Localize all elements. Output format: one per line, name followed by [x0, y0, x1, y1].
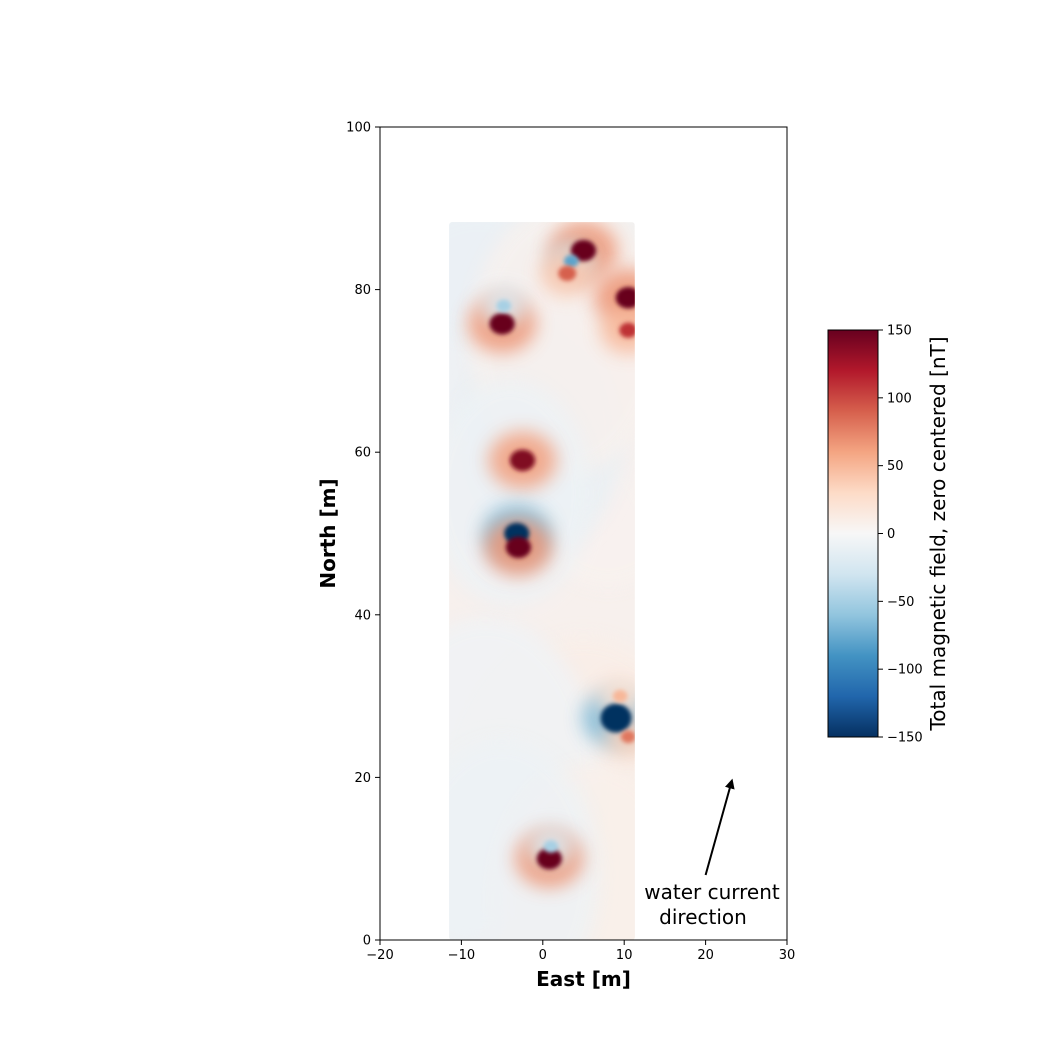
- water-current-arrow: [704, 778, 735, 876]
- anomaly-dipole-d: [509, 449, 536, 472]
- anomaly-dipole-g-low: [543, 840, 559, 853]
- y-tick-label: 100: [346, 121, 371, 136]
- annotation-text-line1: water current: [644, 880, 780, 904]
- y-tick-label: 40: [354, 608, 371, 623]
- anomaly-dipole-c-low: [496, 299, 512, 313]
- colorbar-tick-label: 100: [887, 391, 912, 406]
- water-current-annotation: water current direction: [644, 778, 780, 929]
- x-tick-label: 10: [616, 948, 633, 963]
- anomaly-dipole-f-high: [612, 689, 628, 703]
- annotation-text-line2: direction: [659, 905, 747, 929]
- anomaly-dipole-a-low: [563, 254, 579, 268]
- x-axis-ticks: −20 −10 0 10 20 30: [366, 940, 795, 963]
- colorbar-ticks: 150 100 50 0 −50 −100 −150: [878, 324, 923, 746]
- x-tick-label: 20: [697, 948, 714, 963]
- y-tick-label: 20: [354, 771, 371, 786]
- colorbar-tick-label: −100: [887, 663, 923, 678]
- anomaly-dipole-c: [489, 313, 515, 335]
- colorbar-tick-label: −50: [887, 595, 914, 610]
- y-tick-label: 60: [354, 446, 371, 461]
- x-axis-label: East [m]: [536, 967, 631, 991]
- survey-heatmap: [449, 222, 635, 941]
- anomaly-dipole-a2: [558, 265, 577, 281]
- background-variation: [449, 738, 600, 941]
- anomaly-dipole-b2: [619, 322, 635, 338]
- anomaly-dipole-g: [536, 847, 562, 870]
- anomaly-dipole-b: [615, 287, 635, 309]
- axes-frame: [379, 126, 788, 941]
- y-axis-label: North [m]: [316, 478, 340, 588]
- colorbar-gradient: [827, 329, 879, 738]
- anomaly-layer: [449, 222, 635, 941]
- x-tick-label: −10: [448, 948, 475, 963]
- x-tick-label: 30: [779, 948, 796, 963]
- x-tick-label: −20: [366, 948, 393, 963]
- colorbar-label: Total magnetic field, zero centered [nT]: [926, 336, 950, 731]
- colorbar: 150 100 50 0 −50 −100 −150 Total magnetic fiel…: [827, 324, 950, 746]
- y-tick-label: 80: [354, 283, 371, 298]
- y-tick-label: 0: [363, 934, 371, 949]
- x-tick-label: 0: [539, 948, 547, 963]
- colorbar-tick-label: −150: [887, 731, 923, 746]
- anomaly-dipole-f-low: [600, 703, 632, 733]
- y-axis-ticks: 0 20 40 60 80 100: [346, 121, 380, 949]
- plot-area: −20 −10 0 10 20 30 0 20 40 60 80 100 East [m] Nort…: [316, 121, 795, 992]
- anomaly-dipole-f-high2: [620, 730, 635, 743]
- anomaly-dipole-e: [505, 536, 531, 559]
- anomaly-dipole-a: [570, 239, 597, 262]
- colorbar-tick-label: 50: [887, 459, 904, 474]
- colorbar-tick-label: 0: [887, 527, 895, 542]
- colorbar-tick-label: 150: [887, 324, 912, 339]
